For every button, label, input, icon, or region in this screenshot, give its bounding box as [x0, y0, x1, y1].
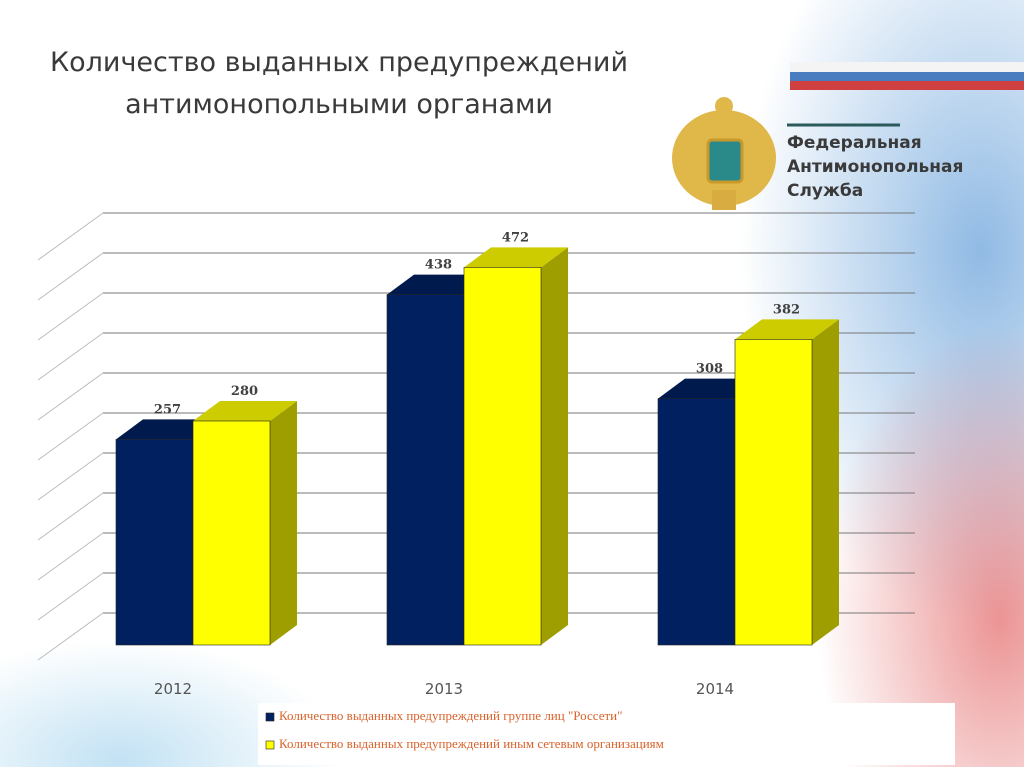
grid-line: [37, 412, 104, 461]
bar-top: [193, 401, 297, 421]
bar: [463, 267, 542, 646]
grid-line: [37, 252, 104, 301]
data-label: 280: [231, 384, 258, 399]
logo-text: Служба: [787, 181, 863, 201]
grid-line: [37, 332, 104, 381]
grid-line: [37, 572, 104, 621]
flag-blue: [790, 72, 1024, 81]
grid-line: [37, 372, 104, 421]
legend-label: Количество выданных предупреждений иным …: [279, 736, 664, 751]
bar-side: [541, 247, 568, 645]
data-label: 438: [425, 258, 452, 273]
grid-line: [37, 492, 104, 541]
flag-red: [790, 81, 1024, 90]
data-label: 382: [773, 302, 800, 317]
bar-side: [270, 401, 297, 645]
logo-text: Федеральная: [787, 133, 922, 153]
bar: [192, 420, 271, 646]
bar: [657, 398, 736, 646]
data-label: 257: [154, 402, 181, 417]
data-label: 308: [696, 362, 723, 377]
x-tick-label: 2013: [425, 680, 463, 698]
grid-line: [37, 212, 104, 261]
logo-text: Антимонопольная: [787, 157, 963, 177]
grid-line: [37, 292, 104, 341]
chart-title: Количество выданных предупреждений антим…: [49, 47, 629, 120]
data-label: 472: [502, 230, 529, 245]
flag-white: [790, 62, 1024, 72]
legend-swatch: [265, 740, 275, 750]
legend-swatch: [265, 712, 275, 722]
x-tick-label: 2014: [696, 680, 734, 698]
grid-line: [37, 452, 104, 501]
bar-top: [464, 247, 568, 268]
bar: [115, 439, 194, 646]
bar-top: [735, 319, 839, 340]
x-tick-label: 2012: [154, 680, 192, 698]
legend-label: Количество выданных предупреждений групп…: [279, 708, 622, 723]
bar-side: [812, 319, 839, 645]
grid-line: [37, 612, 104, 661]
grid-line: [37, 532, 104, 581]
bar: [386, 294, 465, 646]
emblem: [672, 97, 776, 210]
legend-box: [258, 703, 955, 765]
bar: [734, 339, 813, 646]
